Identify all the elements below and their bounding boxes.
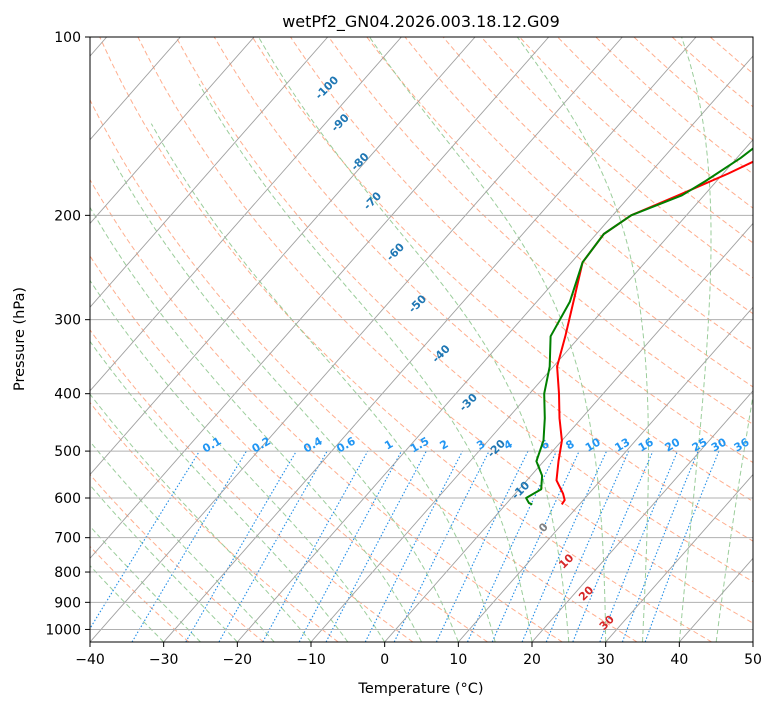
mixing-ratio-lines (90, 450, 720, 642)
dry-adiabat-line (90, 473, 264, 642)
mixing-ratio-line (599, 450, 679, 642)
isotherms (90, 37, 753, 642)
isotherm-line (605, 473, 753, 642)
y-axis-title: Pressure (hPa) (12, 287, 28, 391)
mixing-ratio-line (90, 450, 200, 630)
dry-adiabat-line (90, 255, 488, 642)
mixing-ratio-line (466, 450, 557, 642)
y-tick-label: 700 (54, 531, 81, 547)
x-tick-label: 30 (597, 652, 615, 668)
chart-title: wetPf2_GN04.2026.003.18.12.G09 (282, 12, 560, 32)
dry-adiabat-line (90, 98, 638, 642)
moist-adiabat-line (516, 37, 650, 642)
moist-adiabat-line (678, 37, 712, 642)
moist-adiabat-line (90, 340, 349, 642)
isotherm-line (90, 37, 181, 141)
dry-adiabat-line (99, 37, 712, 642)
moist-adiabat-line (90, 564, 165, 642)
plot-frame (89, 36, 754, 643)
x-tick-label: −30 (149, 652, 179, 668)
moist-adiabat-line (90, 206, 422, 642)
x-tick-label: −10 (296, 652, 326, 668)
x-tick-label: 50 (744, 652, 762, 668)
mixing-ratio-line (644, 450, 720, 642)
moist-adiabat-line (150, 123, 496, 642)
isotherm-line (384, 222, 753, 642)
x-axis: −40 −30 −20 −10 0 10 20 30 40 50 (75, 642, 762, 668)
mixing-ratio-line (218, 450, 328, 642)
mixing-ratio-line (572, 450, 654, 642)
y-tick-label: 600 (54, 491, 81, 507)
mixing-ratio-line (393, 450, 490, 642)
isotherm-line (90, 37, 329, 308)
x-tick-label: −20 (223, 652, 253, 668)
isotherm-line (457, 306, 753, 642)
mixing-ratio-line (545, 450, 630, 642)
moist-adiabat-line (198, 83, 533, 642)
y-tick-label: 1000 (45, 622, 81, 638)
y-tick-label: 100 (54, 30, 81, 46)
mixing-ratio-line (621, 450, 699, 642)
temperature-line (555, 160, 753, 505)
x-tick-label: −40 (75, 652, 105, 668)
isotherm-line (90, 37, 623, 642)
mixing-ratio-line (435, 450, 529, 642)
mixing-ratio-line (491, 450, 580, 642)
x-axis-title: Temperature (°C) (357, 681, 483, 697)
isotherm-line (163, 37, 697, 642)
dry-adiabat-line (290, 37, 753, 464)
mixing-ratio-line (364, 450, 463, 642)
dry-adiabat-line (251, 37, 753, 503)
x-tick-label: 0 (380, 652, 389, 668)
moist-adiabat-line (90, 279, 386, 642)
y-tick-label: 900 (54, 595, 81, 611)
y-tick-label: 500 (54, 444, 81, 460)
isotherm-line (236, 55, 753, 642)
dry-adiabat-line (175, 37, 753, 583)
mixing-ratio-line (298, 450, 402, 642)
x-tick-label: 10 (449, 652, 467, 668)
x-tick-label: 40 (670, 652, 688, 668)
profile-series (525, 147, 753, 506)
moist-adiabat-line (90, 440, 275, 642)
isotherm-line (310, 139, 753, 642)
dewpoint-line (525, 147, 753, 506)
isotherm-line (90, 37, 255, 225)
y-tick-label: 200 (54, 208, 81, 224)
moist-adiabat-line (258, 37, 570, 642)
moist-adiabat-line (369, 37, 607, 642)
isotherm-line (90, 37, 550, 559)
mixing-ratio-line (325, 450, 427, 642)
y-axis: 100 200 300 400 500 600 700 800 900 1000 (45, 30, 90, 638)
y-tick-label: 800 (54, 565, 81, 581)
dry-adiabat-line (328, 37, 753, 425)
y-tick-label: 400 (54, 387, 81, 403)
pressure-gridlines (90, 37, 753, 630)
mixing-ratio-line (262, 450, 369, 642)
moist-adiabat-line (90, 525, 201, 642)
moist-adiabats (90, 37, 753, 642)
dry-adiabat-line (442, 37, 753, 315)
isotherm-line (90, 37, 402, 392)
plot-area: 0.1 0.2 0.4 0.6 1 1.5 2 3 4 6 8 10 13 16 20 25 30 36-100-… (90, 37, 753, 642)
x-tick-label: 20 (523, 652, 541, 668)
isotherm-line (90, 37, 476, 476)
moist-adiabat-line (715, 392, 753, 642)
mixing-ratio-line (521, 450, 608, 642)
isotherm-line (531, 390, 753, 642)
dry-adiabat-line (90, 401, 339, 642)
dry-adiabat-line (404, 37, 753, 351)
y-tick-label: 300 (54, 313, 81, 329)
dry-adiabat-line (90, 178, 563, 642)
